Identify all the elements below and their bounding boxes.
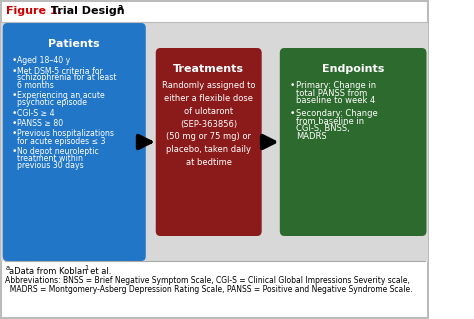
FancyArrowPatch shape <box>262 136 274 148</box>
FancyArrowPatch shape <box>138 136 150 148</box>
Text: •: • <box>12 56 17 65</box>
Text: a: a <box>118 3 123 12</box>
Text: a: a <box>5 265 9 271</box>
Text: Abbreviations: BNSS = Brief Negative Symptom Scale, CGI-S = Clinical Global Impr: Abbreviations: BNSS = Brief Negative Sym… <box>5 276 410 285</box>
Text: Primary: Change in: Primary: Change in <box>296 81 376 90</box>
Text: •: • <box>290 81 295 90</box>
Text: Figure 1.: Figure 1. <box>6 6 62 16</box>
Text: •: • <box>12 130 17 138</box>
Text: •: • <box>12 119 17 128</box>
FancyBboxPatch shape <box>1 1 428 318</box>
Text: total PANSS from: total PANSS from <box>296 88 367 98</box>
Text: Trial Design: Trial Design <box>47 6 125 16</box>
FancyBboxPatch shape <box>156 48 262 236</box>
Text: Endpoints: Endpoints <box>322 64 384 74</box>
FancyBboxPatch shape <box>3 23 146 261</box>
Text: 1: 1 <box>84 265 88 271</box>
FancyBboxPatch shape <box>1 23 428 261</box>
Text: •: • <box>12 66 17 76</box>
Text: PANSS ≥ 80: PANSS ≥ 80 <box>17 119 64 128</box>
Text: CGI-S ≥ 4: CGI-S ≥ 4 <box>17 108 55 117</box>
Text: Aged 18–40 y: Aged 18–40 y <box>17 56 71 65</box>
Text: aData from Koblan et al.: aData from Koblan et al. <box>9 267 111 276</box>
Text: Experiencing an acute: Experiencing an acute <box>17 91 105 100</box>
Text: •: • <box>12 147 17 156</box>
Text: •: • <box>12 108 17 117</box>
Text: Randomly assigned to
either a flexible dose
of ulotaront
(SEP-363856)
(50 mg or : Randomly assigned to either a flexible d… <box>162 81 255 167</box>
Text: •: • <box>12 91 17 100</box>
Text: psychotic episode: psychotic episode <box>17 98 87 107</box>
Text: •: • <box>290 109 295 118</box>
Text: Secondary: Change: Secondary: Change <box>296 109 378 118</box>
Text: previous 30 days: previous 30 days <box>17 161 84 170</box>
Text: baseline to week 4: baseline to week 4 <box>296 96 375 105</box>
Text: Previous hospitalizations: Previous hospitalizations <box>17 130 114 138</box>
Text: Treatments: Treatments <box>173 64 244 74</box>
FancyBboxPatch shape <box>280 48 427 236</box>
Text: No depot neuroleptic: No depot neuroleptic <box>17 147 99 156</box>
Text: Met DSM-5 criteria for: Met DSM-5 criteria for <box>17 66 103 76</box>
Text: MADRS = Montgomery-Asberg Depression Rating Scale, PANSS = Positive and Negative: MADRS = Montgomery-Asberg Depression Rat… <box>5 285 413 294</box>
Text: treatment within: treatment within <box>17 154 83 163</box>
Text: MADRS: MADRS <box>296 132 327 141</box>
Text: Patients: Patients <box>48 39 100 49</box>
Text: CGI-S, BNSS,: CGI-S, BNSS, <box>296 124 350 133</box>
Text: 6 months: 6 months <box>17 80 54 90</box>
Text: for acute episodes ≤ 3: for acute episodes ≤ 3 <box>17 137 106 145</box>
Text: schizophrenia for at least: schizophrenia for at least <box>17 73 117 83</box>
Text: from baseline in: from baseline in <box>296 117 364 126</box>
